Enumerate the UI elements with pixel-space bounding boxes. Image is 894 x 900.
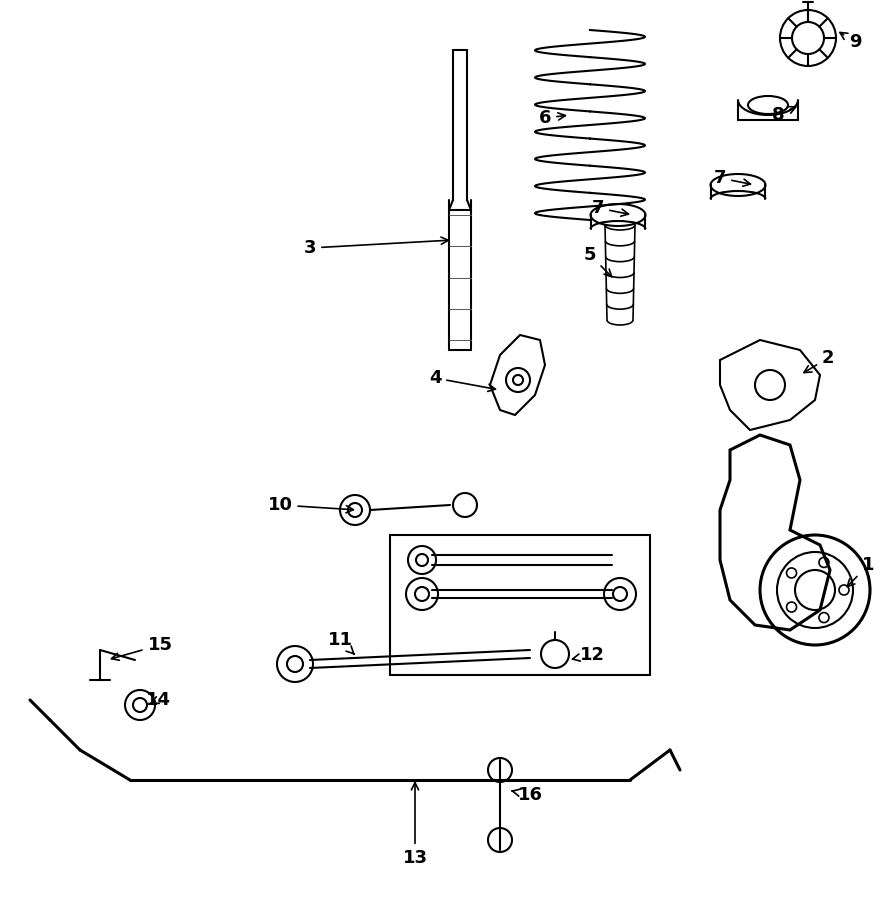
- Text: 4: 4: [428, 369, 495, 392]
- Text: 12: 12: [572, 646, 603, 664]
- Text: 13: 13: [402, 783, 427, 867]
- Text: 10: 10: [267, 496, 353, 514]
- Text: 5: 5: [583, 246, 611, 276]
- Text: 3: 3: [303, 237, 448, 257]
- Text: 11: 11: [327, 631, 354, 654]
- Text: 9: 9: [839, 32, 860, 51]
- Text: 1: 1: [847, 556, 873, 587]
- Text: 6: 6: [538, 109, 565, 127]
- Text: 7: 7: [591, 199, 628, 217]
- Text: 8: 8: [771, 106, 795, 124]
- Text: 2: 2: [803, 349, 833, 373]
- Text: 14: 14: [146, 691, 171, 709]
- Text: 7: 7: [713, 169, 749, 187]
- Bar: [390, 535, 649, 675]
- Text: 16: 16: [511, 786, 542, 804]
- Text: 15: 15: [112, 636, 173, 661]
